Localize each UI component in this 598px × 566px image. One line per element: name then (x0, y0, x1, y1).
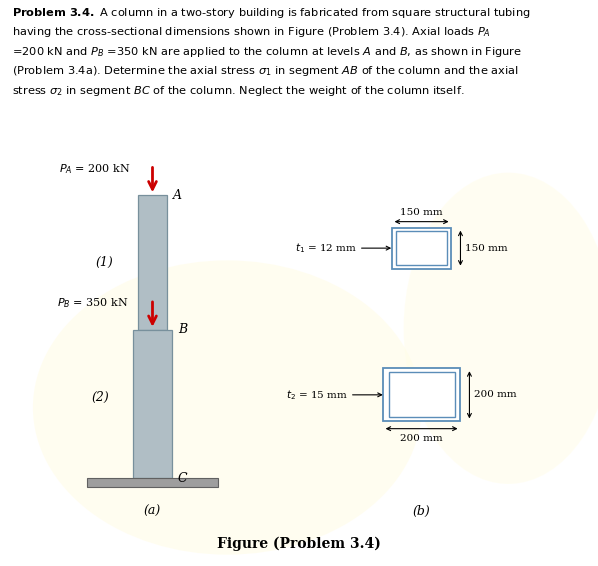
Text: (2): (2) (91, 392, 109, 404)
Bar (138, 195, 167, 329)
Text: 150 mm: 150 mm (465, 243, 508, 252)
Text: B: B (178, 323, 187, 336)
Text: $P_B$ = 350 kN: $P_B$ = 350 kN (57, 296, 128, 310)
Text: $P_A$ = 200 kN: $P_A$ = 200 kN (59, 162, 130, 175)
Text: Figure (Problem 3.4): Figure (Problem 3.4) (217, 537, 381, 551)
Text: $t_1$ = 12 mm: $t_1$ = 12 mm (295, 241, 357, 255)
Text: 150 mm: 150 mm (400, 208, 443, 217)
Text: A: A (173, 188, 182, 201)
Text: 200 mm: 200 mm (400, 434, 443, 443)
Text: (a): (a) (144, 504, 161, 517)
Text: $t_2$ = 15 mm: $t_2$ = 15 mm (286, 388, 348, 402)
Text: $\mathbf{Problem\ 3.4.}$ A column in a two-story building is fabricated from squ: $\mathbf{Problem\ 3.4.}$ A column in a t… (12, 6, 530, 98)
Bar (383, 368, 460, 421)
Text: (b): (b) (413, 504, 431, 517)
Bar (133, 329, 172, 478)
Bar (87, 478, 218, 487)
Bar (396, 231, 447, 265)
Bar (392, 228, 451, 268)
Text: (1): (1) (96, 256, 114, 269)
Text: 200 mm: 200 mm (474, 391, 517, 400)
Bar (389, 372, 454, 417)
Text: C: C (178, 472, 188, 485)
